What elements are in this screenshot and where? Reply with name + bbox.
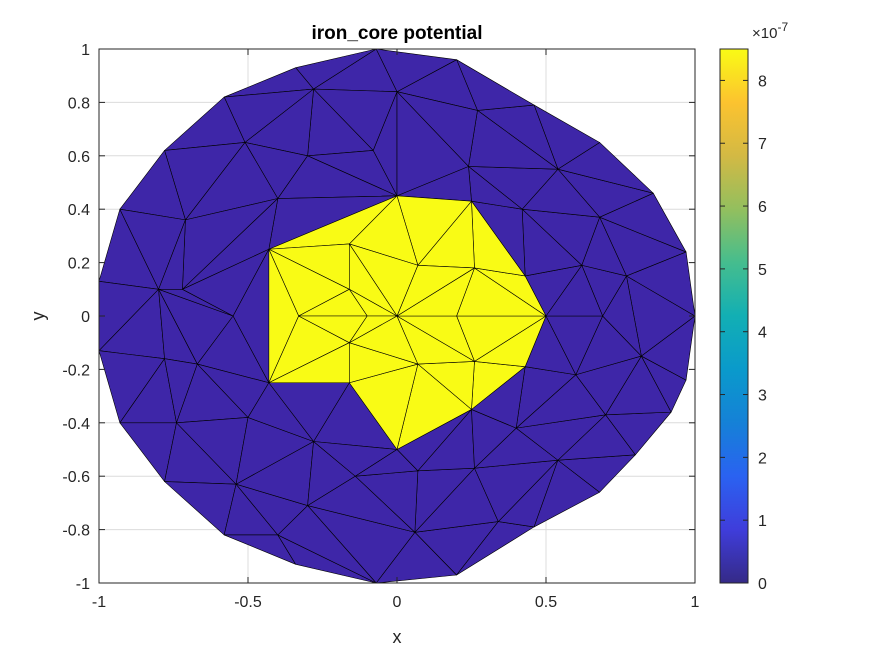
x-tick-label: -0.5 bbox=[234, 594, 262, 611]
x-axis-label: x bbox=[393, 627, 402, 647]
colorbar-tick-label: 4 bbox=[758, 325, 767, 342]
colorbar-tick-label: 0 bbox=[758, 576, 767, 593]
colorbar-tick-label: 2 bbox=[758, 450, 767, 467]
y-tick-label: 0.6 bbox=[68, 149, 90, 166]
x-axis: -1 -0.5 0 0.5 1 bbox=[92, 49, 700, 611]
y-tick-label: -1 bbox=[76, 576, 90, 593]
colorbar: 0 1 2 3 4 5 6 7 8 ×10-7 bbox=[719, 20, 788, 593]
colorbar-exponent: ×10-7 bbox=[752, 20, 788, 42]
colorbar-exponent-base: ×10 bbox=[752, 25, 777, 42]
colorbar-exponent-power: -7 bbox=[777, 20, 788, 34]
colorbar-tick-label: 7 bbox=[758, 136, 767, 153]
mesh-triangle bbox=[354, 449, 419, 477]
colorbar-tick-label: 3 bbox=[758, 388, 767, 405]
y-axis-label: y bbox=[28, 312, 48, 321]
colorbar-tick-label: 1 bbox=[758, 513, 767, 530]
x-tick-label: 0.5 bbox=[535, 594, 557, 611]
colorbar-gradient bbox=[719, 48, 749, 584]
x-tick-label: 1 bbox=[691, 594, 700, 611]
mesh-triangle-high bbox=[349, 315, 398, 344]
y-tick-label: -0.2 bbox=[62, 362, 90, 379]
colorbar-tick-label: 8 bbox=[758, 73, 767, 90]
colorbar-tick-label: 5 bbox=[758, 262, 767, 279]
y-tick-label: 0.8 bbox=[68, 95, 90, 112]
colorbar-ticks: 0 1 2 3 4 5 6 7 8 bbox=[720, 73, 767, 593]
y-tick-label: 0.4 bbox=[68, 202, 90, 219]
x-tick-label: 0 bbox=[393, 594, 402, 611]
y-tick-label: 1 bbox=[81, 42, 90, 59]
mesh bbox=[98, 48, 696, 584]
y-axis: -1 -0.8 -0.6 -0.4 -0.2 0 0.2 0.4 0.6 0.8 1 bbox=[62, 42, 695, 593]
chart-title: iron_core potential bbox=[311, 23, 482, 44]
y-tick-label: 0.2 bbox=[68, 256, 90, 273]
colorbar-tick-label: 6 bbox=[758, 199, 767, 216]
y-tick-label: 0 bbox=[81, 309, 90, 326]
y-tick-label: -0.8 bbox=[62, 523, 90, 540]
y-tick-label: -0.6 bbox=[62, 469, 90, 486]
x-tick-label: -1 bbox=[92, 594, 106, 611]
y-tick-label: -0.4 bbox=[62, 416, 90, 433]
